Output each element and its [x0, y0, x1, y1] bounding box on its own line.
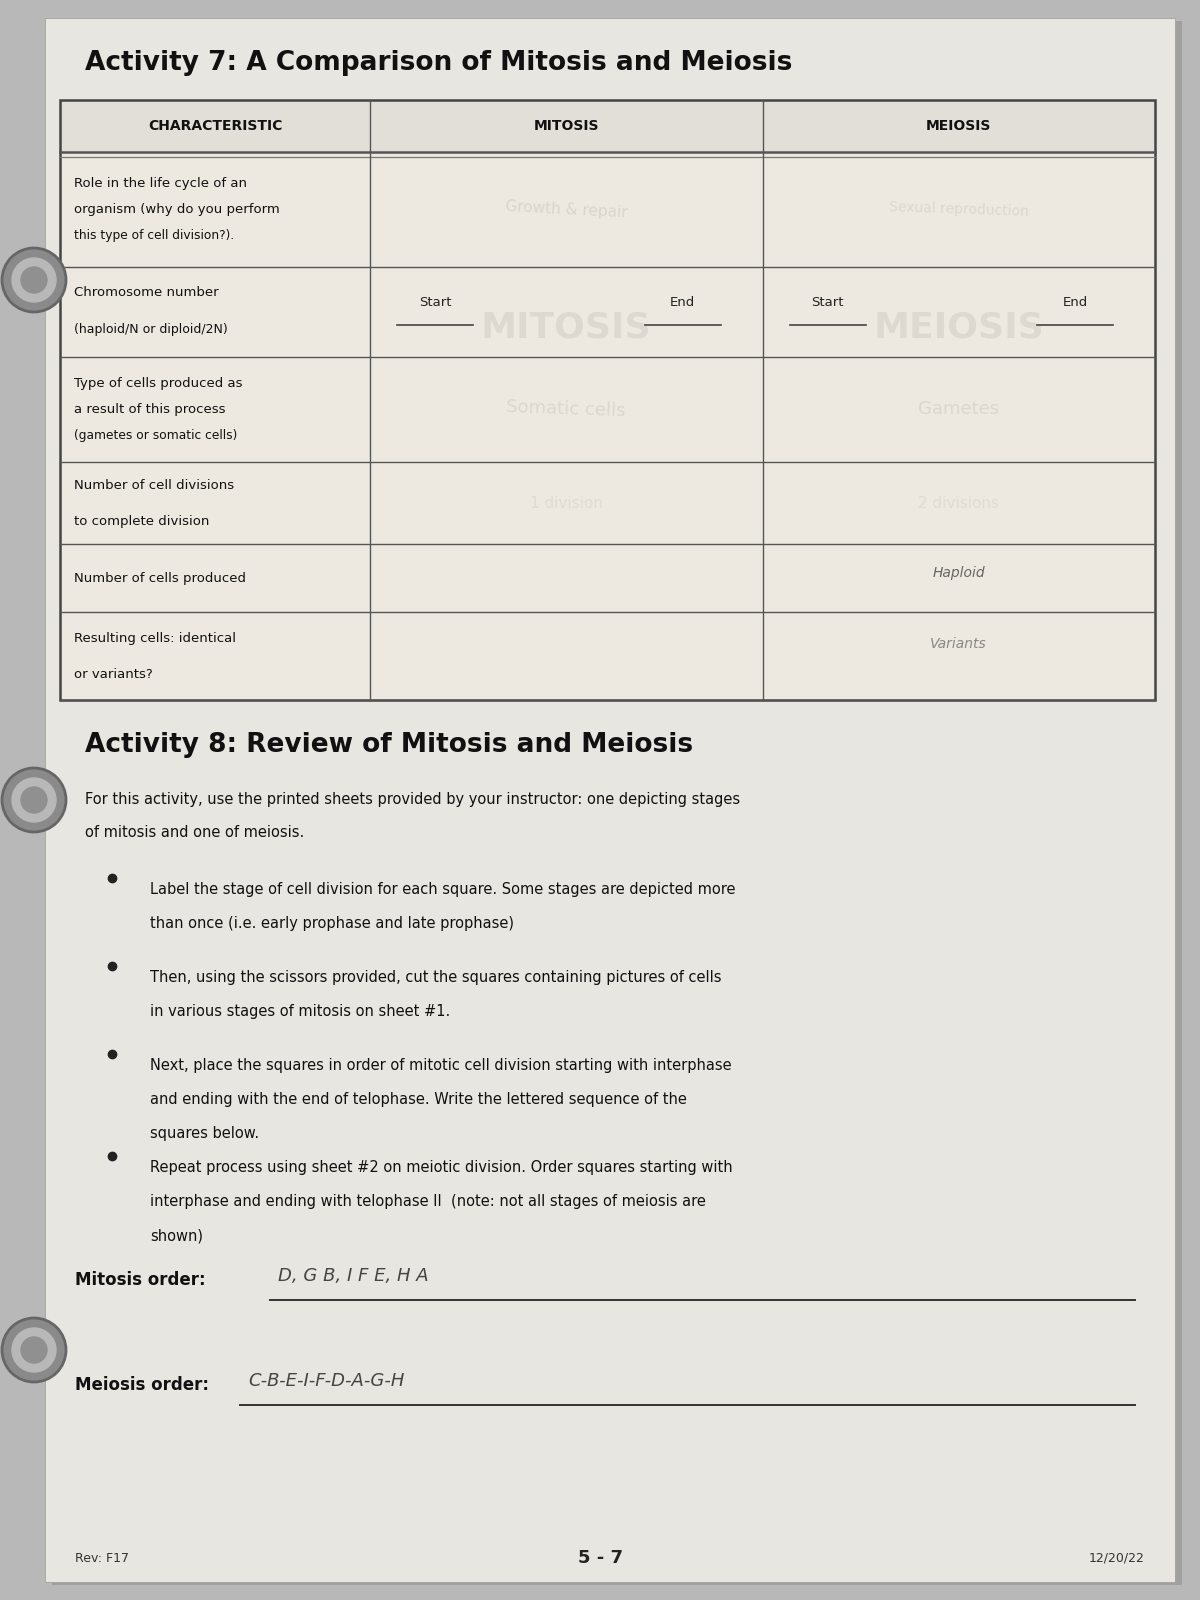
Text: 2 divisions: 2 divisions: [918, 496, 1000, 510]
Text: End: End: [1062, 296, 1087, 309]
Text: Role in the life cycle of an: Role in the life cycle of an: [74, 178, 247, 190]
Circle shape: [12, 258, 56, 302]
Text: Start: Start: [811, 296, 844, 309]
Text: Next, place the squares in order of mitotic cell division starting with interpha: Next, place the squares in order of mito…: [150, 1058, 732, 1074]
Text: organism (why do you perform: organism (why do you perform: [74, 203, 280, 216]
Text: Chromosome number: Chromosome number: [74, 285, 218, 299]
Text: Variants: Variants: [930, 637, 988, 651]
Text: Activity 8: Review of Mitosis and Meiosis: Activity 8: Review of Mitosis and Meiosi…: [85, 733, 694, 758]
Text: Then, using the scissors provided, cut the squares containing pictures of cells: Then, using the scissors provided, cut t…: [150, 970, 721, 986]
Text: Mitosis order:: Mitosis order:: [74, 1270, 205, 1290]
Text: or variants?: or variants?: [74, 667, 152, 680]
Circle shape: [2, 248, 66, 312]
Text: Activity 7: A Comparison of Mitosis and Meiosis: Activity 7: A Comparison of Mitosis and …: [85, 50, 792, 75]
Text: and ending with the end of telophase. Write the lettered sequence of the: and ending with the end of telophase. Wr…: [150, 1093, 686, 1107]
Text: 12/20/22: 12/20/22: [1090, 1552, 1145, 1565]
Text: Type of cells produced as: Type of cells produced as: [74, 378, 242, 390]
Text: C-B-E-I-F-D-A-G-H: C-B-E-I-F-D-A-G-H: [248, 1373, 404, 1390]
Text: 1 division: 1 division: [529, 496, 602, 510]
Text: 5 - 7: 5 - 7: [577, 1549, 623, 1566]
FancyBboxPatch shape: [60, 99, 1154, 152]
FancyBboxPatch shape: [60, 152, 1154, 267]
Text: For this activity, use the printed sheets provided by your instructor: one depic: For this activity, use the printed sheet…: [85, 792, 740, 806]
Text: MITOSIS: MITOSIS: [481, 310, 652, 344]
FancyBboxPatch shape: [52, 21, 1182, 1586]
Text: shown): shown): [150, 1229, 203, 1243]
Text: Somatic cells: Somatic cells: [506, 398, 626, 421]
Text: squares below.: squares below.: [150, 1126, 259, 1141]
FancyBboxPatch shape: [46, 18, 1175, 1582]
Circle shape: [22, 1338, 47, 1363]
Circle shape: [2, 1318, 66, 1382]
Text: Number of cells produced: Number of cells produced: [74, 571, 246, 584]
Text: Resulting cells: identical: Resulting cells: identical: [74, 632, 236, 645]
Circle shape: [12, 1328, 56, 1371]
FancyBboxPatch shape: [60, 462, 1154, 544]
Text: Label the stage of cell division for each square. Some stages are depicted more: Label the stage of cell division for eac…: [150, 882, 736, 898]
Circle shape: [2, 768, 66, 832]
Text: of mitosis and one of meiosis.: of mitosis and one of meiosis.: [85, 826, 305, 840]
Text: than once (i.e. early prophase and late prophase): than once (i.e. early prophase and late …: [150, 917, 514, 931]
Bar: [60, 99, 1154, 701]
Text: in various stages of mitosis on sheet #1.: in various stages of mitosis on sheet #1…: [150, 1005, 450, 1019]
Text: interphase and ending with telophase II  (note: not all stages of meiosis are: interphase and ending with telophase II …: [150, 1194, 706, 1210]
Circle shape: [22, 267, 47, 293]
Text: to complete division: to complete division: [74, 515, 209, 528]
Text: (haploid/N or diploid/2N): (haploid/N or diploid/2N): [74, 323, 228, 336]
FancyBboxPatch shape: [60, 544, 1154, 613]
Text: Repeat process using sheet #2 on meiotic division. Order squares starting with: Repeat process using sheet #2 on meiotic…: [150, 1160, 733, 1174]
Text: MEIOSIS: MEIOSIS: [926, 118, 991, 133]
Text: Growth & repair: Growth & repair: [505, 198, 628, 221]
FancyBboxPatch shape: [60, 267, 1154, 357]
Text: this type of cell division?).: this type of cell division?).: [74, 229, 234, 242]
Text: End: End: [670, 296, 695, 309]
Text: Number of cell divisions: Number of cell divisions: [74, 478, 234, 491]
Text: Rev: F17: Rev: F17: [74, 1552, 130, 1565]
Text: D, G B, I F E, H A: D, G B, I F E, H A: [278, 1267, 428, 1285]
Text: (gametes or somatic cells): (gametes or somatic cells): [74, 429, 238, 442]
Text: Meiosis order:: Meiosis order:: [74, 1376, 209, 1394]
Text: Start: Start: [419, 296, 451, 309]
Text: Haploid: Haploid: [932, 566, 985, 579]
Text: MEIOSIS: MEIOSIS: [874, 310, 1044, 344]
Text: MITOSIS: MITOSIS: [534, 118, 599, 133]
Text: a result of this process: a result of this process: [74, 403, 226, 416]
Text: CHARACTERISTIC: CHARACTERISTIC: [148, 118, 282, 133]
Text: Sexual reproduction: Sexual reproduction: [889, 200, 1028, 219]
Text: Gametes: Gametes: [918, 400, 1000, 419]
FancyBboxPatch shape: [60, 613, 1154, 701]
Circle shape: [22, 787, 47, 813]
Circle shape: [12, 778, 56, 822]
FancyBboxPatch shape: [60, 357, 1154, 462]
